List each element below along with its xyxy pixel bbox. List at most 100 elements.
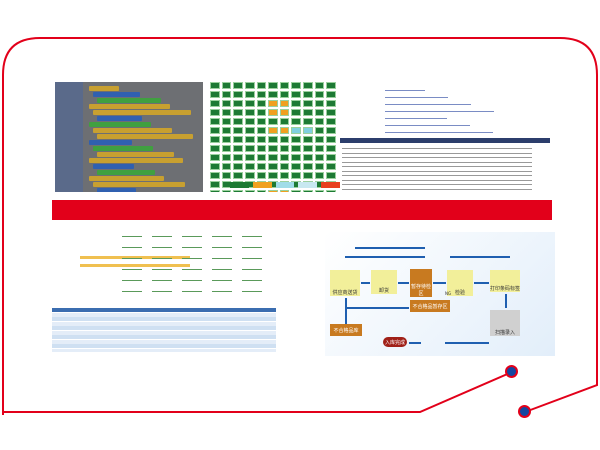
grid-cell [268, 118, 278, 125]
grid-cell [244, 145, 255, 152]
grid-cell [314, 82, 325, 89]
text-line [212, 280, 232, 281]
flow-step: 卸货 [371, 270, 397, 294]
grid-cell [233, 172, 243, 179]
grid-cell [291, 190, 302, 192]
text-line [152, 247, 172, 248]
grid-cell [268, 127, 278, 134]
grid-cell [314, 109, 325, 116]
grid-cell [279, 82, 290, 89]
grid-cell [233, 127, 243, 134]
grid-cell [291, 118, 302, 125]
highlight-row [80, 264, 190, 267]
grid-cell [314, 190, 325, 192]
status-grid-screenshot [210, 82, 336, 192]
grid-cell [233, 82, 243, 89]
code-block [89, 86, 119, 91]
grid-cell [279, 91, 290, 98]
log-line [342, 188, 532, 190]
flow-step: 暂存待检区 [410, 269, 432, 297]
log-line [342, 175, 532, 176]
flow-step: 检验 [447, 270, 473, 296]
grid-cell [233, 100, 243, 107]
warehouse-flowchart: 供应商送货 卸货 暂存待检区 检验 打印条码标签 扫描录入 入库完成 不合格品暂… [325, 232, 555, 356]
grid-cell [221, 109, 232, 116]
code-block [89, 140, 132, 145]
grid-cell [291, 163, 302, 170]
grid-cell [303, 91, 313, 98]
table-row [52, 321, 276, 326]
status-legend [230, 182, 340, 188]
table-row [52, 326, 276, 330]
grid-cell [244, 163, 255, 170]
grid-cell [233, 154, 243, 161]
code-editor-screenshot [340, 82, 550, 192]
grid-cell [291, 154, 302, 161]
code-block [93, 182, 185, 187]
grid-cell [244, 127, 255, 134]
grid-cell [244, 91, 255, 98]
text-line [182, 236, 202, 237]
grid-cell [210, 109, 220, 116]
grid-cell [326, 100, 336, 107]
grid-cell [291, 172, 302, 179]
grid-cell [233, 109, 243, 116]
grid-cell [268, 91, 278, 98]
grid-cell [303, 163, 313, 170]
grid-cell [326, 154, 336, 161]
grid-cell [279, 100, 290, 107]
grid-cell [314, 145, 325, 152]
highlight-row [80, 256, 190, 259]
text-line [122, 280, 142, 281]
grid-cell [244, 154, 255, 161]
grid-cell [279, 109, 290, 116]
grid-cell [256, 82, 267, 89]
text-line [242, 258, 262, 259]
code-block [97, 134, 193, 139]
code-line [385, 111, 494, 112]
grid-cell [256, 154, 267, 161]
code-line [385, 104, 471, 105]
grid-cell [303, 127, 313, 134]
grid-cell [314, 154, 325, 161]
grid-cell [303, 118, 313, 125]
flow-step: 不合格品暂存区 [410, 300, 450, 312]
flow-step: 供应商送货 [330, 270, 360, 296]
grid-cell [244, 109, 255, 116]
grid-cell [303, 109, 313, 116]
grid-cell [244, 190, 255, 192]
code-block [97, 116, 142, 121]
flow-step: 不合格品库 [330, 324, 362, 336]
grid-cell [233, 190, 243, 192]
table-row [52, 317, 276, 321]
grid-cell [210, 145, 220, 152]
grid-cell [210, 181, 220, 188]
text-line [182, 269, 202, 270]
grid-cell [256, 163, 267, 170]
grid-cell [291, 100, 302, 107]
text-line [242, 247, 262, 248]
grid-cell [314, 172, 325, 179]
grid-cell [291, 82, 302, 89]
text-line [212, 247, 232, 248]
code-block [89, 122, 151, 127]
flow-step: 打印条码标签 [490, 270, 520, 292]
text-line [122, 291, 142, 292]
grid-cell [279, 154, 290, 161]
connector-dot [518, 405, 531, 418]
grid-cell [256, 127, 267, 134]
grid-cell [221, 100, 232, 107]
text-line [152, 258, 172, 259]
log-line [342, 166, 532, 167]
grid-cell [268, 109, 278, 116]
grid-cell [244, 100, 255, 107]
code-block [93, 110, 191, 115]
grid-cell [326, 127, 336, 134]
table-row [52, 339, 276, 344]
text-line [152, 280, 172, 281]
grid-cell [326, 190, 336, 192]
grid-cell [326, 163, 336, 170]
grid-cell [279, 163, 290, 170]
text-line [182, 247, 202, 248]
text-line [182, 280, 202, 281]
